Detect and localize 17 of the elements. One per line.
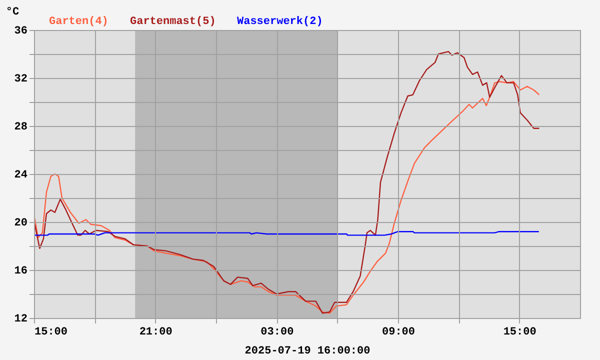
x-axis-title: 2025-07-19 16:00:00 [244, 346, 370, 358]
y-tick-label: 28 [14, 122, 28, 134]
y-tick-label: 32 [14, 74, 28, 86]
x-tick-label: 21:00 [139, 326, 172, 338]
y-tick-label: 12 [14, 314, 28, 326]
text: Wasserwerk(2) [237, 16, 323, 28]
x-tick-label: 15:00 [34, 326, 68, 338]
x-tick-label: 15:00 [503, 326, 536, 338]
x-tick-label: 09:00 [382, 326, 416, 338]
y-tick-label: 36 [14, 26, 28, 38]
x-tick-label: 03:00 [260, 326, 294, 338]
y-tick-label: 20 [14, 218, 28, 230]
text: Gartenmast(5) [130, 16, 216, 28]
y-tick-label: 24 [14, 170, 28, 182]
text: Garten(4) [49, 16, 108, 28]
y-tick-label: 16 [14, 266, 28, 278]
y-axis-title: °C [6, 6, 20, 18]
